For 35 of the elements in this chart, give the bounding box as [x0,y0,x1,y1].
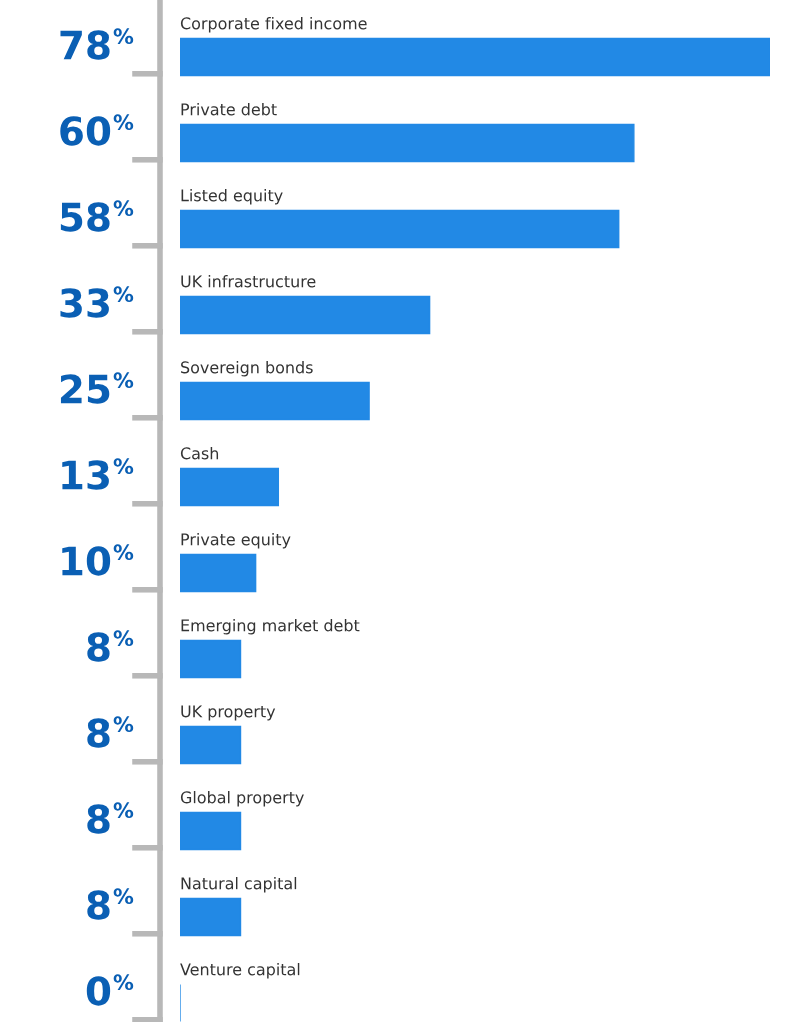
bar [180,725,242,765]
y-tick-label: Corporate fixed income [180,17,367,33]
bar [180,897,242,937]
bar [180,639,242,679]
y-tick-label: UK property [181,705,276,721]
y-tick-label: UK infrastructure [181,275,316,288]
y-tick-label: Venture capital [180,963,300,979]
y-tick-label: Emerging market debt [181,619,360,635]
y-tick-label: Listed equity [181,189,283,205]
bar [180,209,620,249]
y-tick-label: Cash [180,447,219,460]
y-tick-label: Sovereign bonds [181,361,313,377]
bar [180,553,257,593]
data-label: 8% [87,716,134,748]
data-label: 33% [60,286,134,318]
y-tick-label: Natural capital [181,877,297,893]
data-label: 13% [62,458,134,490]
data-label: 8% [87,802,134,834]
y-tick-label: Global property [180,791,304,807]
data-label: 78% [60,28,134,60]
data-label: 60% [60,114,134,146]
data-label: 8% [87,630,134,662]
bar [180,381,370,421]
data-label: 58% [60,200,134,232]
y-tick-label: Private equity [181,533,291,549]
bar [180,467,280,507]
y-tick-label: Private debt [181,103,277,116]
bar [180,37,770,77]
bar [180,811,242,851]
data-label: 10% [62,544,134,576]
data-label: 8% [87,888,134,920]
data-label: 0% [86,974,134,1006]
bar [180,295,431,335]
data-label: 25% [60,372,134,404]
bar [180,123,635,163]
